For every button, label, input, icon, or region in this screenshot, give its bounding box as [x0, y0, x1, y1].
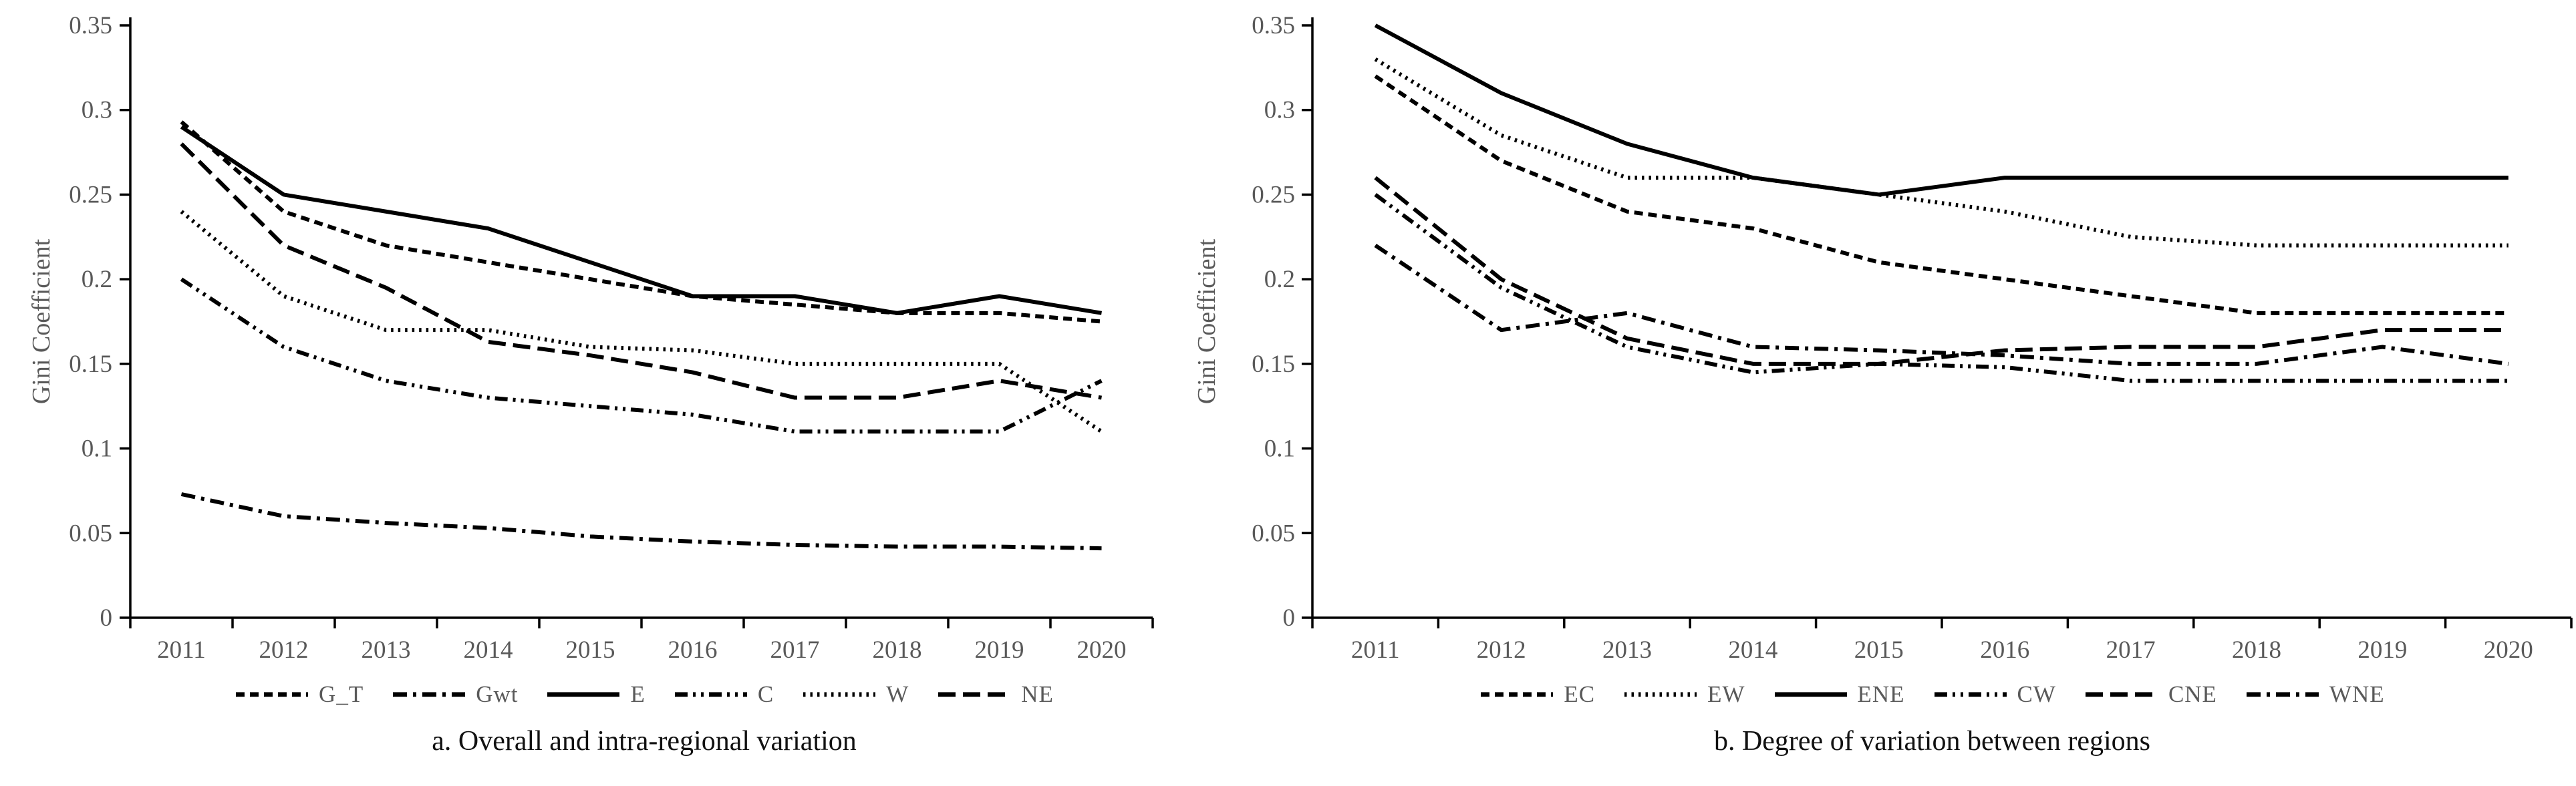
panel-b-chart: 0 0.05 0.1 0.15 0.2 0.25 0.3 0.35 2011 2012 2013 20… [1193, 12, 2573, 664]
series-line-EC [1374, 74, 2509, 315]
legend-line-sample-dotted [803, 692, 876, 697]
legend-label: W [886, 681, 909, 707]
x-tick-label: 2015 [1854, 636, 1904, 664]
x-tick-label: 2012 [259, 636, 309, 664]
legend-line-sample-short-dash [236, 692, 309, 697]
y-tick-label: 0.05 [1252, 520, 1295, 547]
x-tick-label: 2015 [566, 636, 615, 664]
legend-item-C: C [674, 681, 774, 708]
x-tick-label: 2013 [1602, 636, 1652, 664]
y-tick-label: 0.25 [69, 181, 112, 208]
legend-item-WNE: WNE [2245, 681, 2385, 708]
x-tick-label: 2012 [1477, 636, 1526, 664]
legend-label: CW [2017, 681, 2056, 707]
series-line-CW [1374, 193, 2509, 383]
legend-item-CNE: CNE [2084, 681, 2217, 708]
x-tick-label: 2020 [1077, 636, 1127, 664]
legend-item-EC: EC [1479, 681, 1595, 708]
y-tick-label: 0 [100, 604, 113, 632]
legend-label: C [757, 681, 774, 707]
y-tick-label: 0.35 [69, 12, 112, 39]
x-tick-label: 2019 [2357, 636, 2407, 664]
legend-item-Gwt: Gwt [392, 681, 518, 708]
y-axis-title: Gini Coefficient [27, 238, 55, 404]
legend-item-EW: EW [1623, 681, 1745, 708]
y-tick-label: 0.35 [1252, 12, 1295, 39]
y-tick-label: 0.2 [1264, 266, 1295, 293]
x-tick-label: 2016 [1980, 636, 2029, 664]
legend-label: Gwt [476, 681, 519, 707]
caption-panel-b: b. Degree of variation between regions [1713, 726, 2151, 757]
y-tick-label: 0.05 [69, 520, 112, 547]
y-tick-label: 0.2 [82, 266, 112, 293]
panel-a-chart: 0 0.05 0.1 0.15 0.2 0.25 0.3 0.35 2011 2012 2013 20… [27, 12, 1154, 664]
legend-line-sample-solid [547, 692, 620, 697]
x-tick-label: 2013 [362, 636, 411, 664]
legend-line-sample-dotted [1624, 692, 1697, 697]
series-line-CNE [1374, 176, 2509, 366]
legend-line-sample-short-dash [1481, 692, 1554, 697]
legend-item-G_T: G_T [235, 681, 364, 708]
x-tick-label: 2018 [2232, 636, 2281, 664]
series-line-G_T [180, 120, 1102, 324]
y-axis-title: Gini Coefficient [1193, 238, 1221, 404]
legend-line-sample-solid [1774, 692, 1847, 697]
legend-line-sample-dash-dot [393, 692, 466, 697]
y-tick-label: 0.15 [1252, 351, 1295, 378]
legend-line-sample-dash-dot-dot [674, 692, 747, 697]
legend-line-sample-dash-dot [2246, 692, 2319, 697]
x-tick-label: 2014 [464, 636, 513, 664]
legend-label: G_T [319, 681, 364, 707]
legend-label: NE [1021, 681, 1054, 707]
legend-line-sample-long-dash [2085, 692, 2158, 697]
legend-label: ENE [1857, 681, 1905, 707]
legend-item-ENE: ENE [1773, 681, 1905, 708]
x-tick-label: 2011 [157, 636, 206, 664]
series-line-Gwt [180, 492, 1102, 551]
series-line-W [180, 210, 1103, 433]
legend-label: E [630, 681, 646, 707]
x-tick-label: 2016 [668, 636, 718, 664]
y-tick-label: 0.1 [82, 435, 112, 463]
y-tick-label: 0.3 [82, 97, 112, 124]
x-tick-label: 2019 [975, 636, 1024, 664]
legend-panel-a: G_T Gwt E C W NE [0, 673, 1288, 716]
x-tick-label: 2018 [873, 636, 922, 664]
series-line-NE [180, 142, 1102, 400]
legend-line-sample-long-dash [938, 692, 1011, 697]
legend-label: EW [1707, 681, 1745, 707]
series-line-EW [1374, 57, 2509, 248]
legend-item-E: E [546, 681, 645, 708]
series-line-E [180, 125, 1102, 315]
line-charts-canvas: 0 0.05 0.1 0.15 0.2 0.25 0.3 0.35 2011 2012 2013 20… [27, 12, 2573, 664]
legend-line-sample-dash-dot-dot [1934, 692, 2007, 697]
legend-item-W: W [802, 681, 909, 708]
legend-label: CNE [2168, 681, 2217, 707]
y-tick-label: 0.25 [1252, 181, 1295, 208]
y-tick-label: 0 [1283, 604, 1296, 632]
series-line-WNE [1374, 243, 2509, 366]
y-tick-label: 0.1 [1264, 435, 1295, 463]
legend-item-NE: NE [937, 681, 1054, 708]
legend-item-CW: CW [1933, 681, 2056, 708]
x-tick-label: 2017 [770, 636, 820, 664]
legend-label: WNE [2329, 681, 2385, 707]
x-tick-label: 2014 [1728, 636, 1777, 664]
x-tick-label: 2017 [2106, 636, 2156, 664]
x-tick-label: 2020 [2484, 636, 2533, 664]
series-line-ENE [1374, 23, 2509, 197]
legend-panel-b: EC EW ENE CW CNE WNE [1288, 673, 2576, 716]
y-tick-label: 0.3 [1264, 97, 1295, 124]
caption-panel-a: a. Overall and intra-regional variation [432, 726, 857, 757]
series-line-C [180, 277, 1103, 434]
x-tick-label: 2011 [1351, 636, 1400, 664]
legend-label: EC [1564, 681, 1596, 707]
y-tick-label: 0.15 [69, 351, 112, 378]
